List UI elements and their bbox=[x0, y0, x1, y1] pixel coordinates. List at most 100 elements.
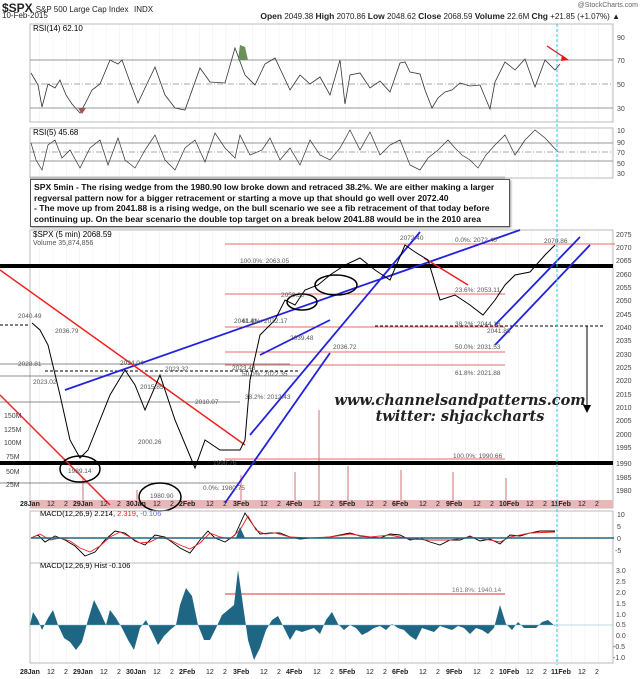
svg-text:12: 12 bbox=[473, 501, 481, 508]
svg-text:-5: -5 bbox=[615, 548, 621, 555]
svg-text:12: 12 bbox=[100, 669, 108, 676]
svg-text:2: 2 bbox=[383, 501, 387, 508]
volume-axis: 150M 125M 100M 75M 50M 25M bbox=[4, 413, 22, 489]
svg-text:12: 12 bbox=[100, 501, 108, 508]
svg-text:2000.26: 2000.26 bbox=[138, 439, 162, 446]
svg-text:2041.41: 2041.41 bbox=[234, 318, 258, 325]
low-label: Low bbox=[367, 11, 385, 21]
svg-text:61.8%: 2021.88: 61.8%: 2021.88 bbox=[455, 370, 501, 377]
svg-text:0.5: 0.5 bbox=[616, 622, 626, 629]
svg-text:0: 0 bbox=[617, 536, 621, 543]
price-x-axis: 28Jan 12 2 29Jan 12 2 30Jan 12 2 2Feb 12 2 3Feb 12 2 4F… bbox=[20, 501, 599, 508]
svg-text:2023.32: 2023.32 bbox=[165, 366, 189, 373]
close-label: Close bbox=[418, 11, 442, 21]
svg-text:2040: 2040 bbox=[616, 325, 632, 332]
svg-text:50.0%: 2022.35: 50.0%: 2022.35 bbox=[242, 371, 288, 378]
svg-text:9Feb: 9Feb bbox=[446, 501, 462, 508]
svg-text:1995: 1995 bbox=[616, 445, 632, 452]
svg-text:2015: 2015 bbox=[616, 392, 632, 399]
svg-text:50M: 50M bbox=[6, 469, 20, 476]
svg-text:2025: 2025 bbox=[616, 365, 632, 372]
svg-text:28Jan: 28Jan bbox=[20, 501, 40, 508]
volume-label: Volume bbox=[474, 11, 505, 21]
svg-text:100.0%: 1990.66: 100.0%: 1990.66 bbox=[453, 453, 503, 460]
svg-text:2: 2 bbox=[223, 669, 227, 676]
svg-text:5: 5 bbox=[617, 524, 621, 531]
svg-text:2070.86: 2070.86 bbox=[544, 238, 568, 245]
svg-text:11Feb: 11Feb bbox=[551, 669, 571, 676]
svg-text:2.5: 2.5 bbox=[616, 579, 626, 586]
svg-text:1980: 1980 bbox=[616, 488, 632, 495]
analysis-note: SPX 5min - The rising wedge from the 198… bbox=[30, 179, 510, 228]
svg-text:2: 2 bbox=[64, 501, 68, 508]
svg-text:2028.81: 2028.81 bbox=[18, 361, 42, 368]
svg-text:10: 10 bbox=[617, 128, 625, 135]
svg-text:3.0: 3.0 bbox=[616, 568, 626, 575]
svg-text:23.6%: 2053.11: 23.6%: 2053.11 bbox=[455, 287, 500, 294]
svg-text:2: 2 bbox=[543, 669, 547, 676]
svg-text:2020: 2020 bbox=[616, 378, 632, 385]
svg-text:100M: 100M bbox=[4, 440, 22, 447]
chart-date: 10-Feb-2015 bbox=[2, 11, 48, 20]
svg-text:2039.48: 2039.48 bbox=[290, 335, 314, 342]
svg-text:2: 2 bbox=[490, 501, 494, 508]
svg-text:1.0: 1.0 bbox=[616, 612, 626, 619]
brand: @StockCharts.com bbox=[577, 2, 638, 9]
svg-text:2: 2 bbox=[383, 669, 387, 676]
svg-text:2010.07: 2010.07 bbox=[195, 399, 219, 406]
svg-text:2023.02: 2023.02 bbox=[33, 379, 57, 386]
svg-text:0.0%: 1980.75: 0.0%: 1980.75 bbox=[203, 485, 245, 492]
svg-text:3Feb: 3Feb bbox=[233, 669, 249, 676]
svg-text:2Feb: 2Feb bbox=[179, 501, 195, 508]
svg-text:12: 12 bbox=[47, 501, 55, 508]
high-label: High bbox=[315, 11, 335, 21]
svg-text:75M: 75M bbox=[6, 454, 20, 461]
svg-text:70: 70 bbox=[617, 58, 625, 65]
svg-text:50: 50 bbox=[617, 82, 625, 89]
note-line-2: - The move up from 2041.88 is a rising w… bbox=[34, 203, 490, 224]
svg-text:6Feb: 6Feb bbox=[392, 501, 408, 508]
svg-text:2000: 2000 bbox=[616, 432, 632, 439]
svg-text:2036.79: 2036.79 bbox=[55, 328, 79, 335]
svg-text:1980.90: 1980.90 bbox=[150, 493, 174, 500]
svg-text:61.8%: 2032.17: 61.8%: 2032.17 bbox=[242, 318, 288, 325]
chg-value: +21.85 (+1.07%) bbox=[550, 12, 610, 21]
svg-text:12: 12 bbox=[260, 501, 268, 508]
close-value: 2068.59 bbox=[443, 12, 473, 21]
svg-text:1989.14: 1989.14 bbox=[68, 468, 92, 475]
svg-text:125M: 125M bbox=[4, 427, 22, 434]
svg-text:2040.49: 2040.49 bbox=[18, 313, 42, 320]
svg-text:30: 30 bbox=[617, 106, 625, 113]
macd-label: MACD(12,26,9) 2.214, 2.319, -0.106 bbox=[40, 509, 161, 518]
svg-text:2070: 2070 bbox=[616, 245, 632, 252]
svg-text:2: 2 bbox=[223, 501, 227, 508]
svg-text:10Feb: 10Feb bbox=[499, 501, 519, 508]
svg-text:2: 2 bbox=[330, 501, 334, 508]
ohlc-summary: Open 2049.38 High 2070.86 Low 2048.62 Cl… bbox=[260, 11, 620, 21]
volume-label: Volume 35,874,856 bbox=[33, 240, 93, 247]
svg-text:2005: 2005 bbox=[616, 418, 632, 425]
svg-text:2030: 2030 bbox=[616, 352, 632, 359]
svg-text:12: 12 bbox=[153, 669, 161, 676]
svg-text:2072.40: 2072.40 bbox=[400, 235, 424, 242]
macd-axis: 10 5 0 -5 bbox=[615, 512, 625, 555]
svg-text:2050.30: 2050.30 bbox=[281, 292, 305, 299]
svg-text:30: 30 bbox=[617, 171, 625, 178]
watermark: www.channelsandpatterns.com twitter: shj… bbox=[330, 393, 590, 425]
svg-text:2.0: 2.0 bbox=[616, 590, 626, 597]
macd-panel: MACD(12,26,9) 2.214, 2.319, -0.106 bbox=[29, 509, 614, 564]
svg-text:2065: 2065 bbox=[616, 258, 632, 265]
svg-text:100.0%: 2063.05: 100.0%: 2063.05 bbox=[240, 258, 290, 265]
svg-text:38.2%: 2012.43: 38.2%: 2012.43 bbox=[245, 394, 291, 401]
svg-text:4Feb: 4Feb bbox=[286, 669, 302, 676]
index-name: S&P 500 Large Cap Index bbox=[35, 5, 129, 14]
svg-text:-1.0: -1.0 bbox=[613, 655, 625, 662]
svg-text:28Jan: 28Jan bbox=[20, 669, 40, 676]
svg-text:10: 10 bbox=[617, 512, 625, 519]
rsi14-label: RSI(14) 62.10 bbox=[33, 24, 83, 33]
svg-text:12: 12 bbox=[578, 501, 586, 508]
svg-text:90: 90 bbox=[617, 35, 625, 42]
svg-text:50.0%: 2031.53: 50.0%: 2031.53 bbox=[455, 344, 501, 351]
symbol: $SPX bbox=[2, 1, 33, 15]
